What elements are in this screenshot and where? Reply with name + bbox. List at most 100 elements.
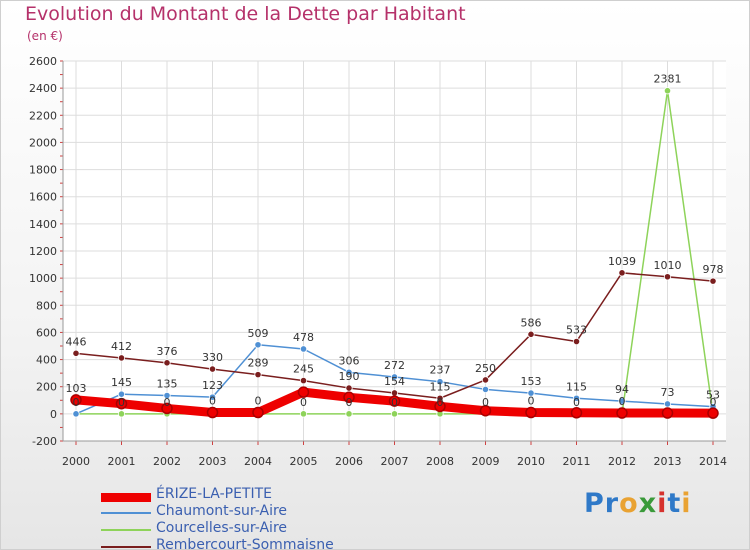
data-label: 412 [111,340,132,353]
y-tick-label: 1600 [29,191,57,204]
data-label: 0 [437,396,444,409]
data-label: 153 [521,375,542,388]
data-point [299,377,308,385]
x-tick-label: 2000 [62,455,90,468]
data-point [481,376,490,384]
data-point [299,410,308,418]
data-point [208,365,217,373]
data-point [618,397,626,405]
logo-letter: i [681,488,692,519]
logo-letter: r [604,488,620,519]
legend-label: Chaumont-sur-Aire [156,503,288,519]
data-point [388,395,401,407]
x-tick-label: 2007 [381,455,409,468]
data-point [436,378,444,386]
x-tick-label: 2005 [290,455,318,468]
proxiti-logo: Proxiti [584,488,692,519]
data-label: 0 [573,396,580,409]
data-label: 0 [73,396,80,409]
logo-letter: P [584,488,605,519]
data-point [390,373,399,381]
y-tick-label: 1000 [29,272,57,285]
legend-swatch [101,493,151,502]
data-label: 145 [111,376,132,389]
data-point [707,407,719,419]
data-point [570,407,583,419]
legend-item: ÉRIZE-LA-PETITE [101,486,401,504]
data-point [479,404,492,417]
data-point [618,269,626,277]
x-tick-label: 2001 [108,455,136,468]
x-tick-label: 2006 [335,455,363,468]
data-label: 94 [615,383,629,396]
data-point [343,391,355,404]
data-label: 123 [202,379,223,392]
x-tick-label: 2009 [472,455,500,468]
y-tick-label: 1800 [29,164,57,177]
legend: ÉRIZE-LA-PETITE Chaumont-sur-Aire Cource… [101,486,401,550]
data-point [299,345,308,353]
data-label: 0 [710,396,717,409]
data-label: 446 [66,335,87,348]
data-label: 306 [339,354,360,367]
x-tick-label: 2011 [563,455,591,468]
legend-swatch [101,546,151,548]
x-tick-label: 2002 [153,455,181,468]
data-point [345,384,353,392]
legend-label: ÉRIZE-LA-PETITE [156,486,272,502]
data-point [72,349,80,357]
legend-item: Courcelles-sur-Aire [101,520,401,538]
data-label: 272 [384,359,405,372]
data-label: 330 [202,351,223,364]
data-label: 1039 [608,255,636,268]
data-point [70,394,82,406]
legend-item: Rembercourt-Sommaisne [101,537,401,550]
x-tick-label: 2012 [608,455,636,468]
data-point [163,391,171,400]
data-point [572,337,581,346]
data-label: 478 [293,331,314,344]
chart-title: Evolution du Montant de la Dette par Hab… [25,3,466,25]
data-label: 1010 [654,259,682,272]
data-point [72,410,80,418]
x-tick-label: 2003 [199,455,227,468]
data-point [345,368,353,376]
data-point [390,410,399,418]
data-label: 103 [66,382,87,395]
legend-swatch [101,529,151,531]
legend-label: Rembercourt-Sommaisne [156,537,334,550]
data-point [297,386,310,398]
y-tick-label: 2400 [29,82,57,95]
y-tick-label: -200 [32,435,57,448]
data-label: 0 [482,396,489,409]
data-label: 586 [521,316,542,329]
legend-label: Courcelles-sur-Aire [156,520,288,536]
data-label: 0 [528,395,535,408]
data-point [117,354,126,362]
data-point [434,400,446,413]
data-point [117,410,126,418]
data-label: 154 [384,375,405,388]
data-label: 237 [430,364,451,377]
data-label: 0 [346,396,353,409]
data-point [206,406,219,419]
legend-item: Chaumont-sur-Aire [101,503,401,521]
data-label: 0 [255,395,262,408]
data-label: 73 [661,386,675,399]
y-tick-label: 1400 [29,218,57,231]
data-point [481,385,490,394]
x-tick-label: 2013 [654,455,682,468]
data-point [663,273,672,281]
y-tick-label: 600 [36,326,57,339]
data-label: 115 [566,380,587,393]
logo-letter: o [619,488,639,519]
data-label: 115 [430,380,451,393]
y-tick-label: 2200 [29,109,57,122]
data-point [709,277,717,285]
x-tick-label: 2008 [426,455,454,468]
data-point [115,397,128,410]
y-tick-label: 2600 [29,55,57,68]
data-label: 0 [391,396,398,409]
legend-swatch [101,512,151,514]
y-tick-label: 2000 [29,136,57,149]
